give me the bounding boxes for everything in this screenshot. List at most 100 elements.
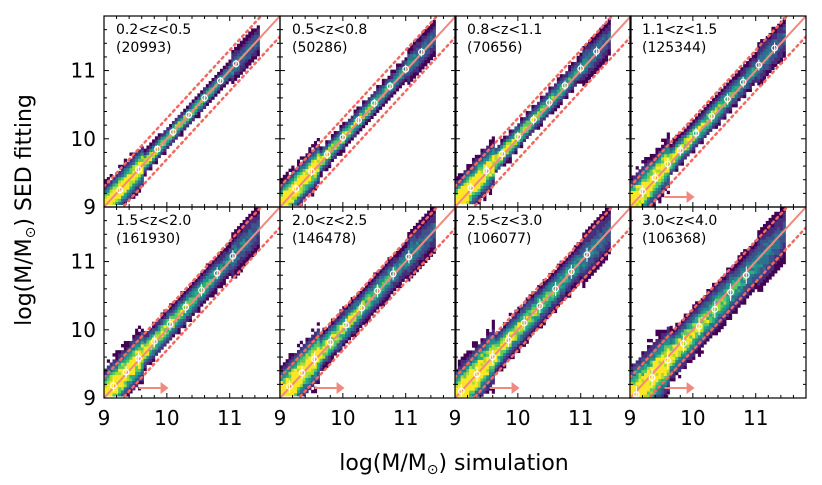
histogram-cell xyxy=(779,48,784,52)
histogram-cell xyxy=(350,315,354,319)
histogram-cell xyxy=(646,163,651,167)
histogram-cell xyxy=(460,359,464,364)
histogram-cell xyxy=(330,158,335,163)
histogram-cell xyxy=(531,303,535,307)
histogram-cell xyxy=(313,150,318,154)
histogram-cell xyxy=(542,285,546,289)
histogram-cell xyxy=(112,177,116,181)
histogram-cell xyxy=(474,173,478,177)
histogram-cell xyxy=(177,133,181,137)
histogram-cell xyxy=(231,232,235,236)
histogram-cell xyxy=(480,356,484,360)
histogram-cell xyxy=(205,266,209,270)
histogram-cell xyxy=(299,168,303,173)
histogram-cell xyxy=(373,94,377,98)
histogram-cell xyxy=(678,156,682,160)
histogram-cell xyxy=(225,81,229,85)
histogram-cell xyxy=(126,387,130,391)
histogram-cell xyxy=(120,164,125,169)
histogram-cell xyxy=(562,285,566,289)
histogram-cell xyxy=(384,290,388,295)
histogram-cell xyxy=(245,244,249,248)
histogram-cell xyxy=(353,134,357,138)
histogram-cell xyxy=(118,374,122,379)
histogram-cell xyxy=(717,97,721,102)
histogram-cell xyxy=(140,177,144,181)
histogram-cell xyxy=(760,69,764,74)
histogram-cell xyxy=(675,146,679,151)
histogram-cell xyxy=(390,272,394,276)
histogram-cell xyxy=(565,260,569,264)
histogram-cell xyxy=(171,324,176,329)
histogram-cell xyxy=(596,58,600,62)
histogram-cell xyxy=(149,157,153,162)
histogram-cell xyxy=(421,41,425,45)
histogram-cell xyxy=(160,324,164,329)
histogram-cell xyxy=(291,356,295,360)
histogram-cell xyxy=(500,340,504,344)
histogram-cell xyxy=(251,31,255,35)
histogram-cell xyxy=(424,53,428,58)
histogram-cell xyxy=(471,381,476,385)
histogram-cell xyxy=(126,362,130,366)
histogram-cell xyxy=(359,315,363,319)
histogram-cell xyxy=(234,238,238,242)
histogram-cell xyxy=(424,59,428,64)
histogram-cell xyxy=(410,259,414,264)
histogram-cell xyxy=(330,143,335,147)
histogram-cell xyxy=(149,334,153,338)
histogram-cell xyxy=(186,117,190,122)
histogram-cell xyxy=(356,309,360,313)
histogram-cell xyxy=(157,148,161,152)
histogram-cell xyxy=(480,194,484,199)
histogram-cell xyxy=(180,324,184,329)
histogram-cell xyxy=(393,91,397,95)
histogram-cell xyxy=(427,53,431,58)
histogram-cell xyxy=(231,56,235,60)
histogram-cell xyxy=(376,88,380,92)
histogram-cell xyxy=(197,275,201,280)
histogram-cell xyxy=(217,278,221,283)
histogram-cell xyxy=(291,392,295,397)
histogram-cell xyxy=(483,188,487,192)
histogram-cell xyxy=(211,81,215,85)
histogram-cell xyxy=(231,74,235,78)
histogram-cell xyxy=(729,107,733,111)
histogram-cell xyxy=(120,377,125,382)
histogram-cell xyxy=(429,238,434,242)
histogram-cell xyxy=(118,173,122,178)
histogram-cell xyxy=(539,312,543,317)
histogram-cell xyxy=(678,153,682,157)
histogram-cell xyxy=(418,228,422,233)
histogram-cell xyxy=(367,100,371,104)
histogram-cell xyxy=(342,318,346,322)
histogram-cell xyxy=(231,244,235,248)
histogram-cell xyxy=(381,78,385,83)
histogram-cell xyxy=(135,180,139,184)
median-point xyxy=(370,99,378,107)
histogram-cell xyxy=(322,155,326,159)
histogram-cell xyxy=(154,324,159,329)
histogram-cell xyxy=(554,98,558,103)
histogram-cell xyxy=(387,94,391,98)
histogram-cell xyxy=(602,49,606,53)
histogram-cell xyxy=(174,309,178,313)
histogram-cell xyxy=(242,256,246,261)
histogram-cell xyxy=(483,164,487,168)
histogram-cell xyxy=(228,251,232,255)
histogram-cell xyxy=(339,327,343,332)
histogram-cell xyxy=(253,238,258,242)
histogram-cell xyxy=(686,128,690,132)
histogram-cell xyxy=(169,124,173,128)
histogram-cell xyxy=(483,154,487,159)
histogram-cell xyxy=(106,359,110,363)
histogram-cell xyxy=(239,62,243,66)
histogram-cell xyxy=(387,91,391,95)
histogram-cell xyxy=(308,168,312,173)
histogram-cell xyxy=(421,256,425,260)
histogram-cell xyxy=(322,358,326,362)
histogram-cell xyxy=(222,78,226,82)
histogram-cell xyxy=(146,340,150,344)
histogram-cell xyxy=(407,63,411,67)
histogram-cell xyxy=(491,176,495,180)
